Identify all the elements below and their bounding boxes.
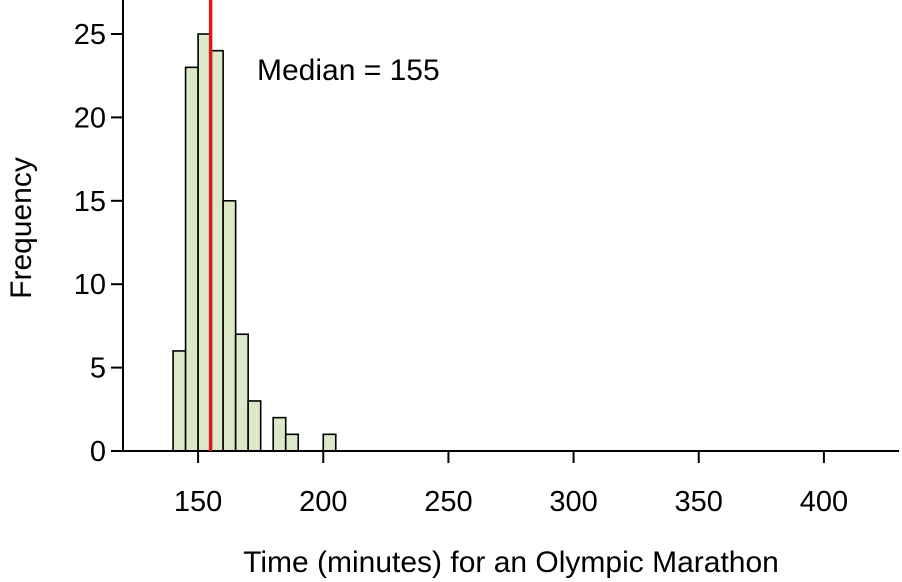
y-tick-label: 0 [90, 436, 106, 468]
histogram-bar [272, 416, 287, 452]
histogram-bar [247, 400, 262, 452]
y-tick-label: 10 [74, 269, 106, 301]
median-annotation: Median = 155 [257, 54, 440, 87]
x-axis-title: Time (minutes) for an Olympic Marathon [243, 546, 779, 579]
histogram-bar [222, 200, 237, 452]
histogram-bar [184, 66, 199, 452]
x-tick-label: 350 [675, 486, 723, 518]
y-tick-label: 20 [74, 102, 106, 134]
histogram-bar [197, 33, 212, 452]
histogram-bar [284, 433, 300, 452]
x-tick-label: 150 [174, 486, 222, 518]
y-tick-label: 15 [74, 186, 106, 218]
x-tick-label: 300 [549, 486, 597, 518]
histogram-bar [172, 350, 187, 452]
histogram-bar [322, 433, 337, 452]
y-axis-title: Frequency [5, 157, 38, 299]
y-tick-label: 25 [74, 19, 106, 51]
histogram-bar [209, 49, 224, 452]
x-tick-label: 400 [800, 486, 848, 518]
x-tick-label: 250 [424, 486, 472, 518]
axes: 150 200 250 300 350 400 0 5 10 15 20 25 [74, 0, 899, 518]
histogram-bars [172, 33, 337, 452]
y-tick-label: 5 [90, 353, 106, 385]
histogram-bar [234, 333, 249, 452]
x-tick-label: 200 [299, 486, 347, 518]
